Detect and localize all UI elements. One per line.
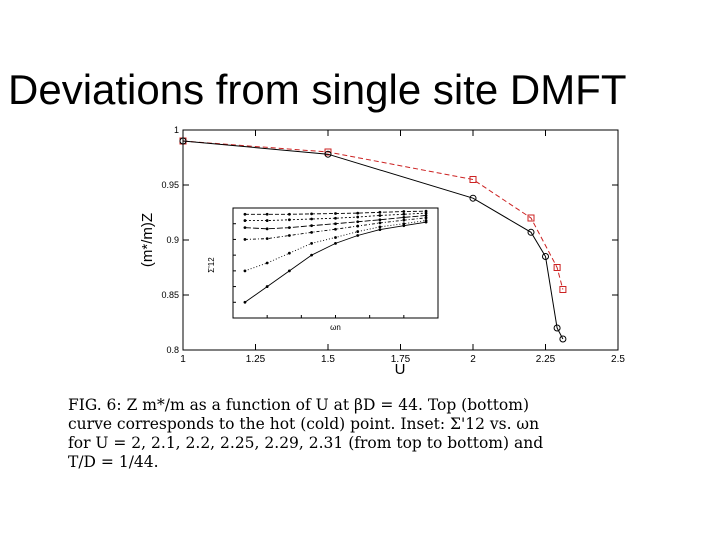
inset-data-point bbox=[265, 227, 269, 231]
y-axis-label: (m*/m)Z bbox=[139, 213, 156, 267]
x-tick-label: 1.25 bbox=[246, 354, 266, 365]
inset-data-point bbox=[424, 209, 428, 213]
series-line bbox=[182, 140, 564, 290]
figure-caption: FIG. 6: Z m*/m as a function of U at βD … bbox=[68, 396, 692, 472]
x-axis-label: U bbox=[395, 361, 406, 378]
data-point bbox=[527, 228, 535, 236]
inset-data-point bbox=[334, 236, 337, 239]
data-point bbox=[469, 194, 477, 202]
inset-data-point bbox=[356, 224, 360, 228]
inset-data-point bbox=[402, 222, 406, 226]
inset-data-point bbox=[265, 219, 269, 222]
inset-data-point bbox=[287, 218, 291, 222]
inset-data-point bbox=[424, 211, 428, 215]
inset-data-point bbox=[310, 217, 313, 221]
data-point bbox=[527, 214, 535, 222]
data-point bbox=[559, 335, 567, 343]
x-tick-label: 1.5 bbox=[321, 354, 335, 365]
inset-data-point bbox=[334, 212, 337, 215]
inset-data-point bbox=[424, 216, 428, 220]
inset-data-point bbox=[378, 210, 382, 214]
inset-data-point bbox=[402, 210, 406, 213]
inset-data-point bbox=[265, 261, 269, 265]
x-tick-label: 2.25 bbox=[536, 354, 556, 365]
y-tick-label: 0.95 bbox=[161, 180, 179, 190]
data-point bbox=[559, 286, 567, 293]
x-tick-label: 1.75 bbox=[391, 354, 411, 365]
inset-data-point bbox=[243, 226, 247, 230]
inset-data-point bbox=[243, 300, 247, 304]
inset-data-point bbox=[334, 241, 337, 245]
caption-line: curve corresponds to the hot (cold) poin… bbox=[68, 415, 540, 433]
inset-data-point bbox=[356, 220, 360, 224]
inset-data-point bbox=[334, 222, 337, 226]
inset-data-point bbox=[287, 212, 291, 216]
inset-data-point bbox=[378, 225, 382, 229]
slide-title: Deviations from single site DMFT bbox=[8, 66, 627, 113]
inset-data-point bbox=[287, 251, 291, 255]
inset-data-point bbox=[243, 219, 247, 222]
inset-data-point bbox=[402, 218, 406, 222]
data-point bbox=[553, 324, 561, 332]
inset-data-point bbox=[243, 269, 247, 273]
inset-data-point bbox=[378, 228, 382, 232]
inset-data-point bbox=[378, 218, 382, 222]
inset-data-point bbox=[265, 212, 269, 216]
y-tick-label: 0.85 bbox=[161, 290, 179, 300]
inset-data-point bbox=[287, 234, 291, 237]
inset-data-point bbox=[424, 214, 428, 217]
inset-series-line bbox=[244, 217, 427, 240]
inset-data-point bbox=[243, 238, 247, 241]
inset-data-point bbox=[310, 212, 313, 216]
series-line bbox=[182, 140, 564, 340]
inset-data-point bbox=[378, 214, 382, 217]
caption-line: T/D = 1/44. bbox=[68, 453, 159, 471]
inset-data-point bbox=[402, 224, 406, 228]
data-point bbox=[469, 176, 477, 183]
inset-data-point bbox=[310, 224, 313, 228]
inset-data-point bbox=[334, 216, 337, 220]
inset-data-point bbox=[378, 221, 382, 225]
inset-data-point bbox=[265, 237, 269, 241]
inset-data-point bbox=[402, 212, 406, 216]
inset-data-point bbox=[310, 230, 313, 234]
data-point bbox=[542, 253, 549, 260]
x-tick-label: 2 bbox=[470, 354, 476, 365]
data-point bbox=[324, 150, 332, 158]
inset-y-axis-label: Σ'12 bbox=[207, 257, 216, 273]
caption-line: for U = 2, 2.1, 2.2, 2.25, 2.29, 2.31 (f… bbox=[68, 434, 544, 452]
x-tick-label: 2.5 bbox=[611, 354, 625, 365]
inset-data-point bbox=[356, 230, 360, 233]
inset-data-point bbox=[243, 212, 247, 216]
inset-data-point bbox=[402, 216, 406, 219]
inset-data-point bbox=[356, 211, 360, 215]
x-tick-label: 1 bbox=[180, 354, 186, 365]
caption-line: FIG. 6: Z m*/m as a function of U at βD … bbox=[68, 396, 530, 414]
inset-data-point bbox=[356, 215, 360, 219]
data-point bbox=[179, 137, 187, 145]
inset-series-line bbox=[244, 212, 427, 222]
inset-data-point bbox=[287, 269, 291, 273]
inset-data-point bbox=[356, 234, 360, 237]
y-tick-label: 0.8 bbox=[166, 345, 179, 355]
inset-data-point bbox=[334, 227, 337, 231]
inset-data-point bbox=[424, 220, 428, 224]
inset-data-point bbox=[287, 226, 291, 230]
y-tick-label: 0.9 bbox=[166, 235, 179, 245]
data-point bbox=[324, 148, 332, 156]
inset-data-point bbox=[310, 241, 313, 245]
inset-data-point bbox=[310, 253, 313, 257]
y-tick-label: 1 bbox=[174, 125, 179, 135]
inset-data-point bbox=[265, 285, 269, 288]
inset-x-axis-label: ωn bbox=[330, 323, 341, 332]
data-point bbox=[553, 264, 561, 271]
